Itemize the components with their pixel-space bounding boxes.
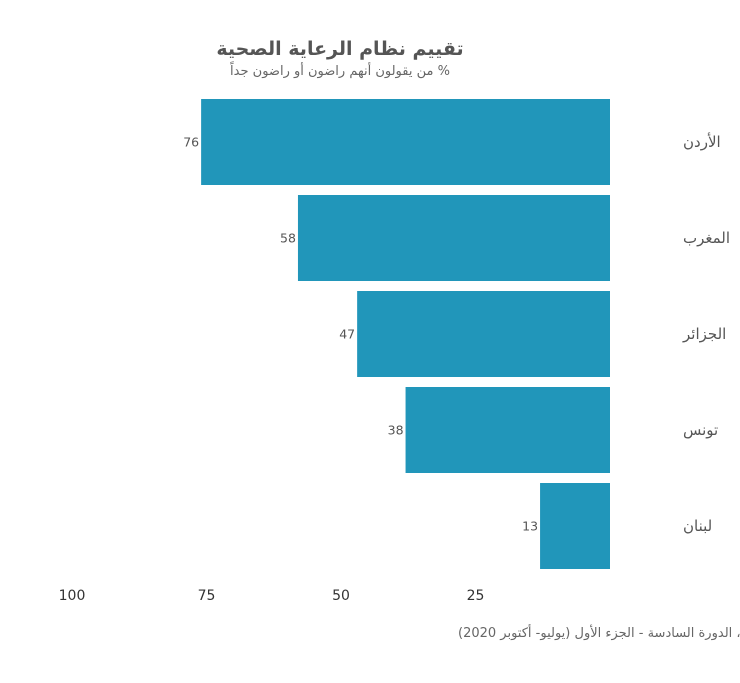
chart-subtitle: % من يقولون أنهم راضون أو راضون جداً (230, 61, 450, 79)
category-label-2: المغرب (683, 229, 730, 247)
value-label-2: 58 (280, 231, 296, 246)
bar-4 (405, 387, 610, 473)
category-label-4: تونس (683, 421, 718, 439)
x-tick-2: 75 (198, 588, 216, 604)
chart-title: تقييم نظام الرعاية الصحية (216, 38, 463, 60)
x-tick-3: 50 (332, 588, 350, 604)
value-label-3: 47 (339, 327, 355, 342)
value-label-1: 76 (183, 135, 199, 150)
x-tick-4: 25 (467, 588, 485, 604)
bar-3 (357, 291, 610, 377)
bar-1 (201, 99, 610, 185)
bar-5 (540, 483, 610, 569)
category-label-5: لبنان (683, 517, 712, 535)
bars-group: 76 الأردن 58 المغرب 47 الجزائر 38 تونس 13 لبنان (183, 99, 730, 569)
source-note: الباروميتر العربي، الدورة السادسة - الجز… (458, 624, 740, 641)
x-tick-1: 100 (59, 588, 86, 604)
category-label-3: الجزائر (682, 325, 726, 343)
value-label-4: 38 (388, 423, 404, 438)
category-label-1: الأردن (683, 132, 721, 151)
bar-2 (297, 195, 610, 281)
value-label-5: 13 (522, 519, 538, 534)
x-axis-ticks: 100 75 50 25 (59, 588, 485, 604)
